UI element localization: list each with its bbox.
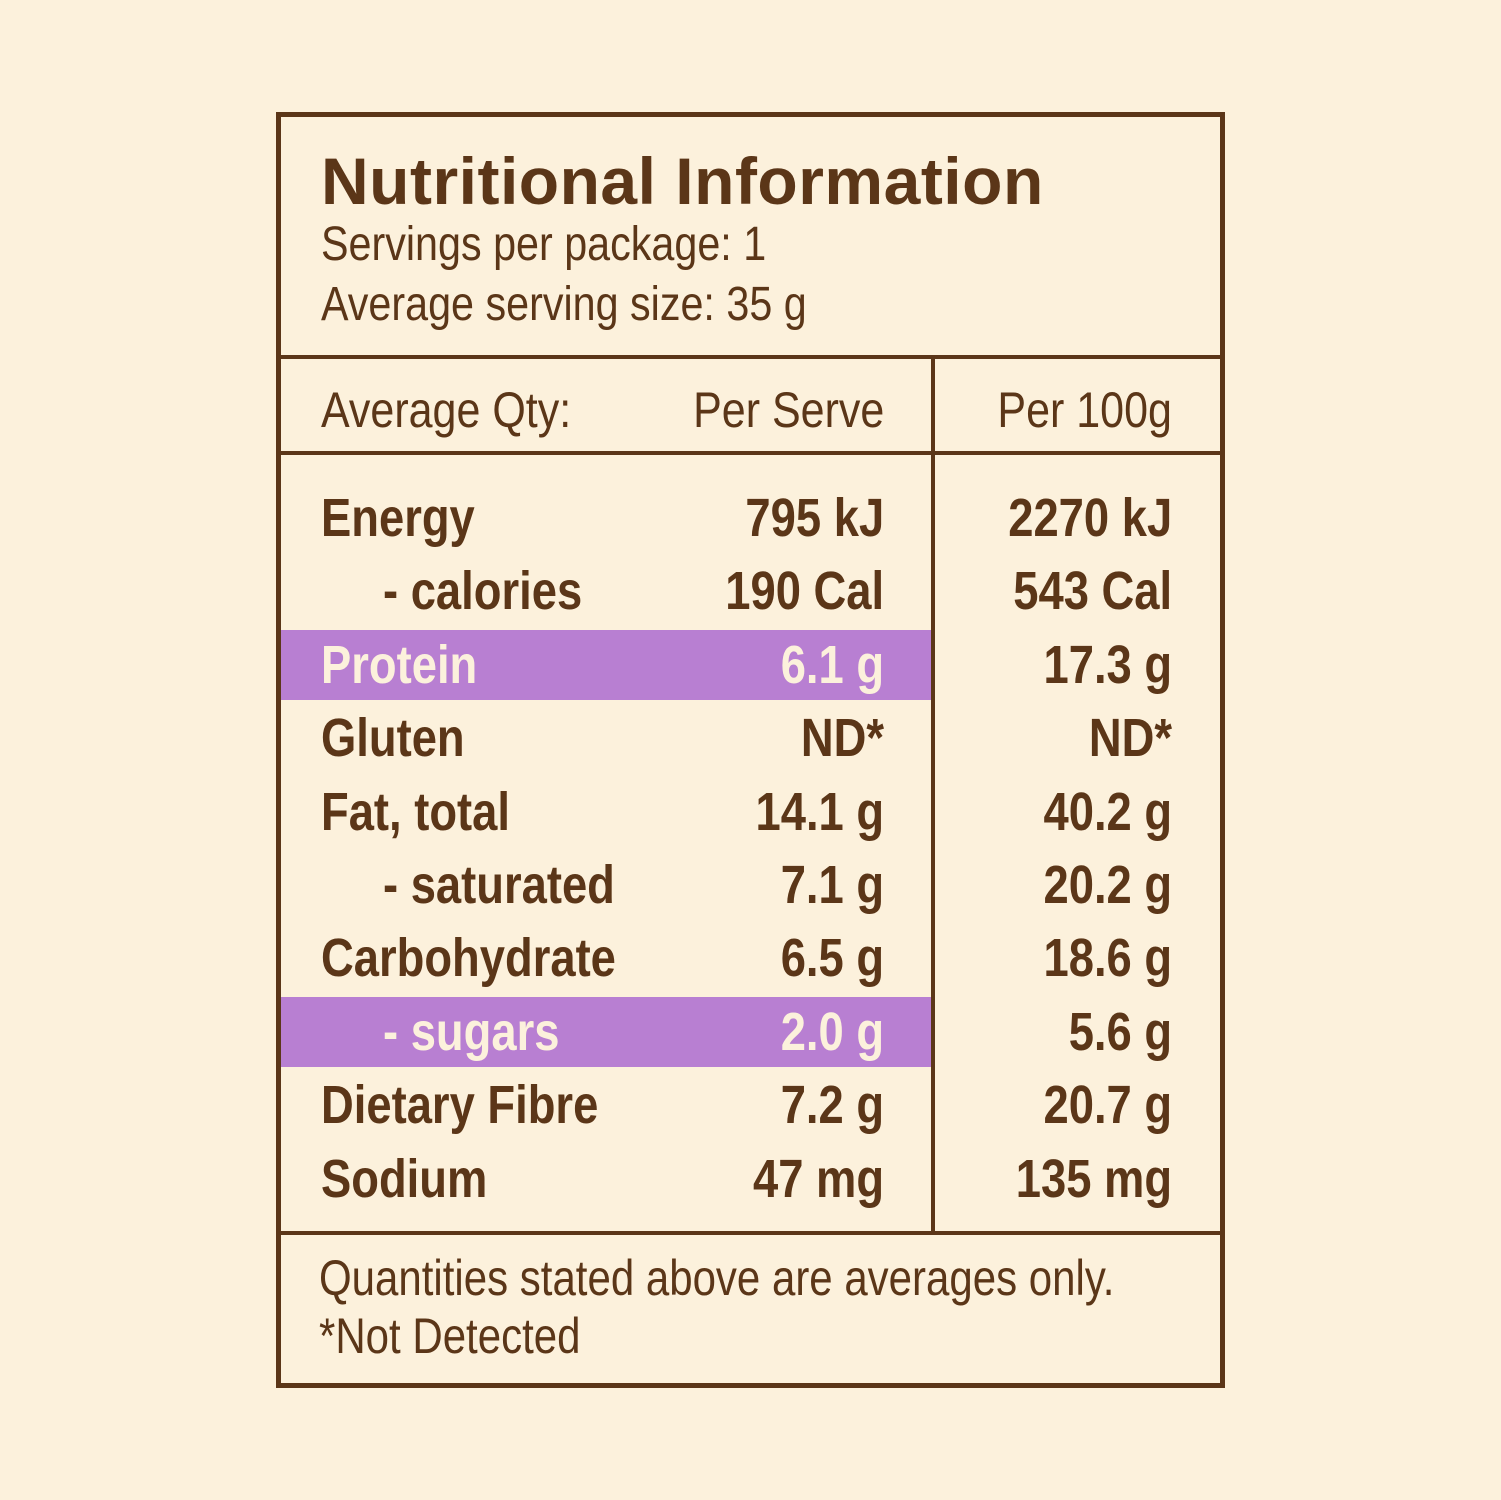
header-label: Average Qty: xyxy=(321,382,572,438)
nutrient-per-100g: 20.7 g xyxy=(1043,1075,1172,1135)
nutrient-row: Carbohydrate 6.5 g 18.6 g xyxy=(281,923,1220,993)
row-highlight xyxy=(281,997,931,1067)
nutrient-per-serve: 2.0 g xyxy=(780,1002,884,1062)
nutrient-per-100g: 20.2 g xyxy=(1043,855,1172,915)
divider-bottom xyxy=(281,1231,1220,1235)
nutrient-row: Gluten ND* ND* xyxy=(281,703,1220,773)
nutrient-row: Dietary Fibre 7.2 g 20.7 g xyxy=(281,1070,1220,1140)
nutrient-per-serve: 14.1 g xyxy=(755,782,884,842)
nutrient-name: Protein xyxy=(321,635,478,695)
nutrient-per-serve: ND* xyxy=(800,708,884,768)
footnote-averages: Quantities stated above are averages onl… xyxy=(319,1250,1115,1306)
nutrient-per-serve: 190 Cal xyxy=(725,561,884,621)
nutrient-name: Gluten xyxy=(321,708,465,768)
nutrient-per-100g: 543 Cal xyxy=(1013,561,1172,621)
divider-top xyxy=(281,355,1220,359)
nutrient-name: Fat, total xyxy=(321,782,510,842)
nutrient-per-100g: 18.6 g xyxy=(1043,928,1172,988)
nutrient-per-100g: 5.6 g xyxy=(1068,1002,1172,1062)
nutrient-row: Protein 6.1 g 17.3 g xyxy=(281,630,1220,700)
row-highlight xyxy=(281,630,931,700)
nutrient-name: Dietary Fibre xyxy=(321,1075,599,1135)
nutrient-row: Sodium 47 mg 135 mg xyxy=(281,1144,1220,1214)
nutrient-per-serve: 7.1 g xyxy=(780,855,884,915)
nutrient-row: - sugars 2.0 g 5.6 g xyxy=(281,997,1220,1067)
nutrient-per-100g: 135 mg xyxy=(1015,1149,1172,1209)
servings-per-package: Servings per package: 1 xyxy=(321,218,767,271)
nutrient-name: - sugars xyxy=(383,1002,560,1062)
nutrient-per-serve: 795 kJ xyxy=(745,488,884,548)
nutrient-name: Sodium xyxy=(321,1149,488,1209)
nutrient-per-serve: 47 mg xyxy=(752,1149,884,1209)
nutrient-row: Fat, total 14.1 g 40.2 g xyxy=(281,777,1220,847)
nutrient-per-100g: 40.2 g xyxy=(1043,782,1172,842)
divider-header xyxy=(281,451,1220,455)
nutrient-name: - saturated xyxy=(383,855,615,915)
nutrient-row: Energy 795 kJ 2270 kJ xyxy=(281,483,1220,553)
panel-title: Nutritional Information xyxy=(321,144,1044,218)
footnote-not-detected: *Not Detected xyxy=(319,1308,581,1364)
nutrient-per-100g: 17.3 g xyxy=(1043,635,1172,695)
nutrient-per-serve: 7.2 g xyxy=(780,1075,884,1135)
column-divider xyxy=(931,359,935,1235)
nutrient-per-100g: ND* xyxy=(1088,708,1172,768)
header-per-100g: Per 100g xyxy=(997,382,1172,438)
serving-size: Average serving size: 35 g xyxy=(321,278,807,331)
nutrient-name: - calories xyxy=(383,561,583,621)
header-per-serve: Per Serve xyxy=(692,382,884,438)
nutrient-row: - calories 190 Cal 543 Cal xyxy=(281,556,1220,626)
nutrient-row: - saturated 7.1 g 20.2 g xyxy=(281,850,1220,920)
nutrient-name: Energy xyxy=(321,488,475,548)
nutrient-per-100g: 2270 kJ xyxy=(1008,488,1172,548)
nutrient-name: Carbohydrate xyxy=(321,928,616,988)
nutrient-per-serve: 6.1 g xyxy=(780,635,884,695)
nutrient-per-serve: 6.5 g xyxy=(780,928,884,988)
nutrition-panel: Nutritional Information Servings per pac… xyxy=(276,112,1225,1388)
